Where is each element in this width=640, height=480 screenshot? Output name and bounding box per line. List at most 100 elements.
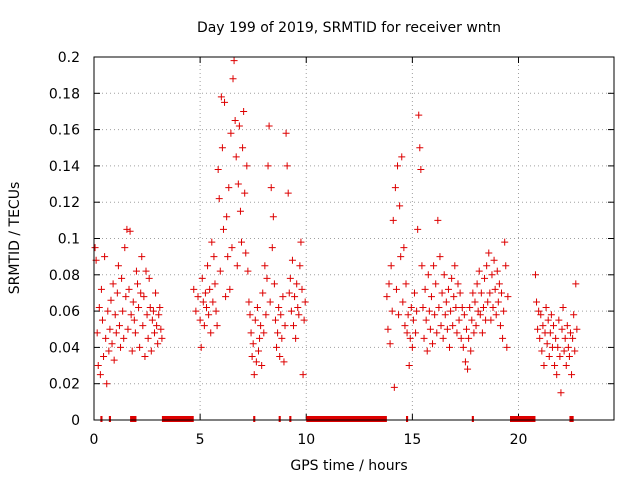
data-point [433,329,441,337]
data-point [110,356,118,364]
data-point [539,322,547,330]
data-point [449,322,457,330]
data-point [126,227,134,235]
data-point [120,334,128,342]
data-point [404,311,412,319]
data-point [239,144,247,152]
data-point [562,362,570,370]
data-point [446,343,454,351]
data-point [487,316,495,324]
data-point [143,311,151,319]
data-point [394,162,402,170]
data-point [137,289,145,297]
data-point [206,285,214,293]
data-point [475,267,483,275]
data-point [251,316,259,324]
data-point [227,129,235,137]
data-point [194,293,202,301]
data-point [447,307,455,315]
data-point [241,189,249,197]
data-point [121,244,129,252]
data-point [124,325,132,333]
data-point [244,267,252,275]
data-point [158,334,166,342]
data-point [234,180,242,188]
data-point [94,362,102,370]
data-point [569,334,577,342]
data-point [141,352,149,360]
data-point [259,289,267,297]
data-point [555,316,563,324]
x-tick-label: 0 [90,432,99,448]
data-point [97,285,105,293]
data-point [300,316,308,324]
data-point [268,244,276,252]
data-point [297,238,305,246]
data-point [291,293,299,301]
data-point [127,311,135,319]
data-point [134,280,142,288]
data-point [150,329,158,337]
y-tick-label: 0.12 [49,195,80,211]
data-point [256,334,264,342]
data-point [559,303,567,311]
data-point [135,303,143,311]
data-point [420,334,428,342]
data-point [108,340,116,348]
data-point [269,213,277,221]
data-point [295,311,303,319]
data-point [535,307,543,315]
data-point [478,329,486,337]
data-point [389,216,397,224]
data-point [103,380,111,388]
data-point [270,280,278,288]
data-point [285,289,293,297]
data-point [229,75,237,83]
data-point [216,267,224,275]
data-point [461,358,469,366]
y-axis-label: SRMTID / TECUs [7,182,23,295]
data-point [390,383,398,391]
data-point [147,347,155,355]
data-point [408,343,416,351]
x-tick-label: 15 [403,432,421,448]
data-point [228,244,236,252]
data-point [466,303,474,311]
data-point [460,311,468,319]
data-point [250,371,258,379]
data-point [550,322,558,330]
data-point [406,334,414,342]
data-point [284,189,292,197]
data-point [98,316,106,324]
data-point [144,334,152,342]
data-point [442,298,450,306]
x-tick-label: 10 [297,432,315,448]
data-point [474,307,482,315]
data-point [386,340,394,348]
data-point [102,334,110,342]
data-point [424,271,432,279]
data-point [217,93,225,101]
data-point [435,303,443,311]
data-point [235,122,243,130]
data-point [415,111,423,119]
data-point [245,298,253,306]
data-point [263,274,271,282]
data-point [155,311,163,319]
data-point [113,289,121,297]
data-point [290,322,298,330]
data-point [204,262,212,270]
data-point [136,343,144,351]
data-point [410,289,418,297]
data-point [538,347,546,355]
y-tick-label: 0.04 [49,340,80,356]
data-point [224,253,232,261]
data-point [398,153,406,161]
data-point [258,362,266,370]
data-point [401,322,409,330]
data-point [299,371,307,379]
data-point [385,280,393,288]
data-point [286,274,294,282]
data-point [552,334,560,342]
y-tick-label: 0.16 [49,123,80,139]
